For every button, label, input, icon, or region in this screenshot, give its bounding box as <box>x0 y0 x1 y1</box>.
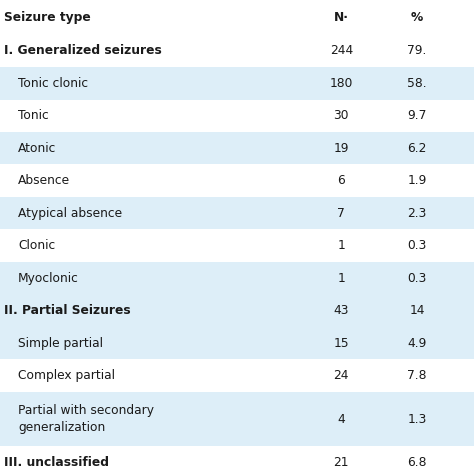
Text: 6: 6 <box>337 174 345 187</box>
Text: 58.: 58. <box>407 77 427 90</box>
Text: N·: N· <box>334 11 349 24</box>
Text: 6.2: 6.2 <box>408 142 427 155</box>
Text: Atypical absence: Atypical absence <box>18 207 122 219</box>
Text: Simple partial: Simple partial <box>18 337 103 349</box>
Bar <box>0 327 474 359</box>
Text: 1: 1 <box>337 272 345 284</box>
Bar <box>0 164 474 197</box>
Text: 15: 15 <box>334 337 349 349</box>
Text: Partial with secondary
generalization: Partial with secondary generalization <box>18 404 154 434</box>
Text: 30: 30 <box>334 109 349 122</box>
Text: 4: 4 <box>337 412 345 426</box>
Text: 4.9: 4.9 <box>408 337 427 349</box>
Text: 1.3: 1.3 <box>408 412 427 426</box>
Text: Clonic: Clonic <box>18 239 55 252</box>
Bar <box>0 392 474 447</box>
Bar <box>0 132 474 164</box>
Bar <box>0 67 474 100</box>
Text: Seizure type: Seizure type <box>4 11 91 24</box>
Text: 0.3: 0.3 <box>408 239 427 252</box>
Bar <box>0 0 474 35</box>
Bar <box>0 262 474 294</box>
Text: 79.: 79. <box>408 45 427 57</box>
Text: II. Partial Seizures: II. Partial Seizures <box>4 304 130 317</box>
Text: Tonic clonic: Tonic clonic <box>18 77 88 90</box>
Bar <box>0 100 474 132</box>
Text: 1: 1 <box>337 239 345 252</box>
Text: 7: 7 <box>337 207 345 219</box>
Text: Atonic: Atonic <box>18 142 56 155</box>
Text: 14: 14 <box>410 304 425 317</box>
Text: 0.3: 0.3 <box>408 272 427 284</box>
Text: 7.8: 7.8 <box>407 369 427 382</box>
Text: 6.8: 6.8 <box>407 456 427 469</box>
Bar <box>0 35 474 67</box>
Text: 19: 19 <box>334 142 349 155</box>
Text: Myoclonic: Myoclonic <box>18 272 79 284</box>
Bar <box>0 229 474 262</box>
Text: 24: 24 <box>334 369 349 382</box>
Text: Absence: Absence <box>18 174 70 187</box>
Text: III. unclassified: III. unclassified <box>4 456 109 469</box>
Text: I. Generalized seizures: I. Generalized seizures <box>4 45 162 57</box>
Bar <box>0 197 474 229</box>
Text: Tonic: Tonic <box>18 109 49 122</box>
Text: 9.7: 9.7 <box>408 109 427 122</box>
Text: 180: 180 <box>329 77 353 90</box>
Text: 244: 244 <box>329 45 353 57</box>
Text: 43: 43 <box>334 304 349 317</box>
Text: 21: 21 <box>334 456 349 469</box>
Text: Complex partial: Complex partial <box>18 369 115 382</box>
Text: %: % <box>411 11 423 24</box>
Text: 2.3: 2.3 <box>408 207 427 219</box>
Bar <box>0 359 474 392</box>
Bar <box>0 447 474 474</box>
Bar <box>0 294 474 327</box>
Text: 1.9: 1.9 <box>408 174 427 187</box>
